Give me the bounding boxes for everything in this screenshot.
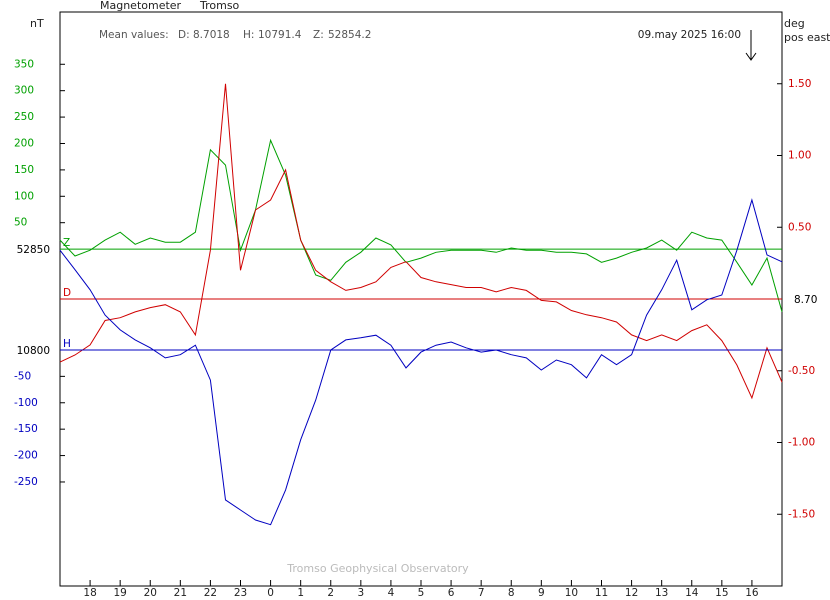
x-tick-label: 14 — [685, 587, 699, 599]
y-tick-label: 150 — [14, 164, 34, 176]
series-name: D — [63, 287, 71, 299]
mean-values-label: Mean values: — [99, 29, 169, 41]
watermark: Tromso Geophysical Observatory — [286, 562, 469, 575]
series-line — [59, 83, 783, 400]
x-tick-label: 19 — [113, 587, 126, 599]
right-unit-note: pos east — [784, 31, 830, 44]
x-tick-label: 7 — [478, 587, 485, 599]
station-name: Tromso — [199, 0, 240, 12]
x-tick-label: 4 — [388, 587, 395, 599]
x-tick-label: 16 — [745, 587, 759, 599]
y-tick-label: 200 — [14, 137, 34, 149]
x-tick-label: 12 — [625, 587, 638, 599]
mean-value: 52854.2 — [328, 29, 371, 41]
y-tick-label: -100 — [14, 397, 38, 409]
x-tick-label: 0 — [267, 587, 274, 599]
mean-value-label: Z: — [313, 29, 324, 41]
x-tick-label: 18 — [83, 587, 96, 599]
y-tick-label: -1.00 — [788, 437, 815, 449]
mean-value: 8.7018 — [193, 29, 230, 41]
y-tick-label: 1.00 — [788, 150, 811, 162]
y-tick-label: 250 — [14, 111, 34, 123]
x-tick-label: 9 — [538, 587, 545, 599]
timestamp: 09.may 2025 16:00 — [638, 29, 741, 41]
series-line — [59, 138, 783, 313]
y-tick-label: 50 — [14, 217, 27, 229]
x-tick-label: 2 — [327, 587, 334, 599]
x-tick-label: 10 — [565, 587, 578, 599]
time-arrow — [745, 30, 757, 61]
x-tick-label: 5 — [418, 587, 425, 599]
y-tick-label: -250 — [14, 476, 38, 488]
x-tick-label: 8 — [508, 587, 515, 599]
x-tick-label: 21 — [174, 587, 187, 599]
x-tick-label: 15 — [715, 587, 728, 599]
mean-value: 10791.4 — [258, 29, 302, 41]
y-tick-label: -200 — [14, 450, 38, 462]
series-name: H — [63, 338, 71, 350]
x-tick-label: 1 — [297, 587, 304, 599]
left-unit: nT — [30, 17, 44, 30]
mean-value-label: H: — [243, 29, 254, 41]
y-tick-label: 8.70 — [794, 294, 817, 306]
y-tick-label: 0.50 — [788, 221, 811, 233]
y-tick-label: 300 — [14, 85, 34, 97]
y-tick-label: -50 — [14, 370, 31, 382]
y-tick-label: 100 — [14, 190, 34, 202]
mean-value-label: D: — [178, 29, 190, 41]
y-tick-label: 52850 — [17, 244, 50, 256]
series-line — [59, 198, 783, 526]
chart-title: Magnetometer — [100, 0, 182, 12]
y-tick-label: 10800 — [17, 345, 50, 357]
y-tick-label: -150 — [14, 423, 38, 435]
x-tick-label: 22 — [204, 587, 217, 599]
y-tick-label: -1.50 — [788, 508, 815, 520]
y-tick-label: 350 — [14, 58, 34, 70]
x-tick-label: 11 — [595, 587, 608, 599]
right-unit: deg — [784, 17, 805, 30]
x-tick-label: 3 — [357, 587, 364, 599]
x-tick-label: 13 — [655, 587, 668, 599]
y-tick-label: 1.50 — [788, 78, 811, 90]
y-tick-label: -0.50 — [788, 365, 815, 377]
x-tick-label: 20 — [144, 587, 157, 599]
series-name: Z — [63, 237, 70, 249]
x-tick-label: 6 — [448, 587, 455, 599]
x-tick-label: 23 — [234, 587, 247, 599]
